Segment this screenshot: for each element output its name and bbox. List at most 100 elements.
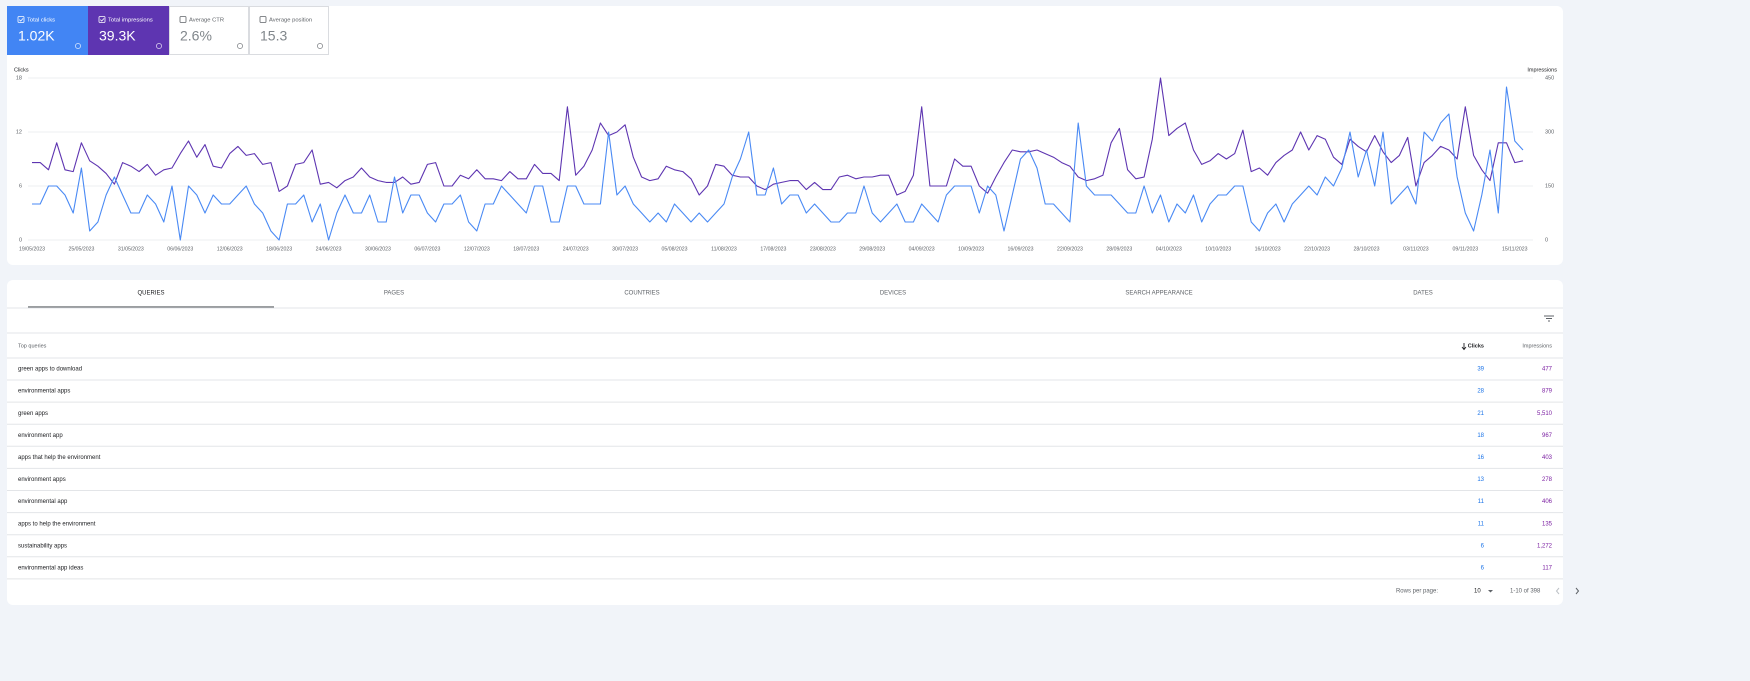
x-tick-label: 31/05/2023 — [118, 246, 144, 252]
x-tick-label: 16/10/2023 — [1255, 246, 1281, 252]
table-cell: 6 — [1481, 543, 1485, 549]
x-tick-label: 03/11/2023 — [1403, 246, 1429, 252]
metric-tile[interactable] — [169, 6, 249, 55]
x-tick-label: 22/10/2023 — [1304, 246, 1330, 252]
x-tick-label: 04/09/2023 — [909, 246, 935, 252]
tab[interactable]: QUERIES — [137, 291, 164, 297]
metric-label: Average CTR — [189, 18, 224, 24]
y-tick-label: 18 — [16, 75, 22, 81]
x-tick-label: 24/06/2023 — [316, 246, 342, 252]
tab[interactable]: PAGES — [384, 291, 404, 297]
x-tick-label: 16/09/2023 — [1008, 246, 1034, 252]
x-tick-label: 29/08/2023 — [859, 246, 885, 252]
series-line — [32, 77, 1524, 196]
table-cell[interactable]: environment app — [18, 433, 63, 439]
y2-tick-label: 300 — [1545, 129, 1554, 135]
x-tick-label: 18/06/2023 — [266, 246, 292, 252]
y2-axis-title: Impressions — [1527, 67, 1557, 73]
x-tick-label: 28/09/2023 — [1106, 246, 1132, 252]
table-cell[interactable]: apps to help the environment — [18, 521, 96, 527]
x-tick-label: 12/06/2023 — [217, 246, 243, 252]
metric-tile[interactable] — [7, 6, 88, 55]
dropdown-arrow[interactable] — [1488, 590, 1493, 593]
metric-label: Average position — [269, 18, 312, 24]
help-icon[interactable] — [237, 43, 243, 49]
metric-tile[interactable] — [88, 6, 169, 55]
table-cell: 6 — [1481, 565, 1485, 571]
checkmark — [100, 18, 105, 22]
table-cell: 13 — [1477, 477, 1484, 483]
x-tick-label: 18/07/2023 — [513, 246, 539, 252]
table-cell[interactable]: apps that help the environment — [18, 455, 101, 461]
table-cell: 879 — [1542, 389, 1553, 395]
checkbox[interactable] — [17, 16, 25, 23]
page-range: 1-10 of 398 — [1510, 589, 1541, 595]
table-cell[interactable]: green apps to download — [18, 367, 82, 373]
x-tick-label: 10/09/2023 — [958, 246, 984, 252]
y-tick-label: 12 — [16, 129, 22, 135]
x-tick-label: 06/06/2023 — [167, 246, 193, 252]
table-cell[interactable]: environmental apps — [18, 389, 70, 395]
chart-card — [7, 6, 1563, 265]
table-cell: 11 — [1478, 521, 1485, 527]
table-cell[interactable]: sustainability apps — [18, 543, 67, 549]
x-tick-label: 12/07/2023 — [464, 246, 490, 252]
tab[interactable]: SEARCH APPEARANCE — [1125, 291, 1192, 297]
table-cell: 5,510 — [1537, 411, 1553, 417]
metric-value: 2.6% — [180, 28, 212, 44]
table-cell[interactable]: environmental app — [18, 499, 68, 505]
column-header[interactable]: Impressions — [1522, 343, 1552, 349]
help-icon[interactable] — [156, 43, 162, 49]
x-tick-label: 25/05/2023 — [68, 246, 94, 252]
x-tick-label: 04/10/2023 — [1156, 246, 1182, 252]
y-tick-label: 0 — [19, 237, 22, 243]
table-cell: 18 — [1477, 433, 1484, 439]
x-tick-label: 15/11/2023 — [1502, 246, 1528, 252]
metric-value: 15.3 — [260, 28, 287, 44]
checkbox[interactable] — [98, 16, 106, 23]
x-tick-label: 28/10/2023 — [1354, 246, 1380, 252]
x-tick-label: 30/07/2023 — [612, 246, 638, 252]
checkbox[interactable] — [259, 16, 267, 23]
y2-tick-label: 150 — [1545, 183, 1554, 189]
filter-icon[interactable] — [1544, 315, 1554, 322]
column-header[interactable]: Clicks — [1468, 343, 1484, 349]
table-cell: 135 — [1542, 521, 1553, 527]
table-cell[interactable]: environmental app ideas — [18, 565, 83, 571]
y2-tick-label: 450 — [1545, 75, 1554, 81]
metric-tile[interactable] — [249, 6, 329, 55]
rows-per-page-label: Rows per page: — [1396, 589, 1438, 595]
table-cell[interactable]: green apps — [18, 411, 48, 417]
table-cell: 16 — [1477, 455, 1484, 461]
table-cell: 1,272 — [1537, 543, 1553, 549]
tab[interactable]: DEVICES — [880, 291, 906, 297]
table-cell: 117 — [1542, 565, 1552, 571]
table-cell[interactable]: environment apps — [18, 477, 66, 483]
help-icon[interactable] — [75, 43, 81, 49]
tab[interactable]: DATES — [1413, 291, 1433, 297]
metric-value: 1.02K — [18, 28, 55, 44]
metric-label: Total clicks — [27, 18, 55, 24]
checkbox[interactable] — [179, 16, 187, 23]
table-cell: 406 — [1542, 499, 1553, 505]
table-cell: 403 — [1542, 455, 1553, 461]
table-cell: 477 — [1542, 367, 1553, 373]
y-tick-label: 6 — [19, 183, 22, 189]
x-tick-label: 10/10/2023 — [1205, 246, 1231, 252]
table-cell: 21 — [1477, 411, 1484, 417]
series-line — [32, 86, 1524, 241]
rows-per-page[interactable]: 10 — [1474, 589, 1481, 595]
table-cell: 967 — [1542, 433, 1553, 439]
x-tick-label: 24/07/2023 — [563, 246, 589, 252]
x-tick-label: 23/08/2023 — [810, 246, 836, 252]
x-tick-label: 19/05/2023 — [19, 246, 45, 252]
next-page[interactable] — [1575, 587, 1580, 595]
prev-page[interactable] — [1555, 587, 1560, 595]
column-header: Top queries — [18, 343, 47, 349]
help-icon[interactable] — [317, 43, 323, 49]
table-cell: 278 — [1542, 477, 1553, 483]
table-cell: 28 — [1477, 389, 1484, 395]
tab[interactable]: COUNTRIES — [624, 291, 659, 297]
